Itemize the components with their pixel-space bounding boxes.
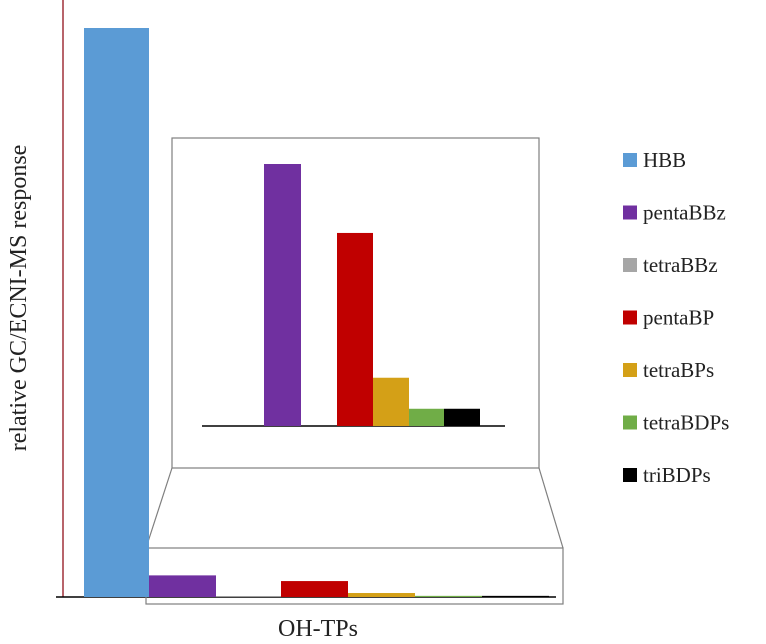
- legend-label-triBDPs: triBDPs: [643, 463, 711, 487]
- bar-pentaBP: [281, 581, 348, 597]
- legend-swatch-pentaBP: [623, 310, 637, 325]
- legend-swatch-tetraBDPs: [623, 415, 637, 430]
- legend-label-HBB: HBB: [643, 148, 686, 172]
- inset-bar-triBDPs: [444, 408, 480, 426]
- main-bars: [84, 28, 549, 597]
- bar-tetraBBz: [216, 596, 281, 597]
- bar-triBDPs: [482, 595, 549, 597]
- legend-label-pentaBBz: pentaBBz: [643, 201, 726, 225]
- legend-label-tetraBBz: tetraBBz: [643, 253, 718, 277]
- y-axis-label: relative GC/ECNI-MS response: [6, 145, 32, 452]
- inset-bar-pentaBBz: [264, 164, 301, 426]
- legend-swatch-triBDPs: [623, 468, 637, 482]
- legend-swatch-HBB: [623, 153, 637, 167]
- inset-bar-tetraBPs: [373, 377, 409, 426]
- x-axis-label: OH-TPs: [278, 616, 358, 642]
- zoom-connector-right: [538, 467, 564, 549]
- inset-bar-pentaBP: [337, 232, 373, 426]
- bar-HBB: [84, 28, 149, 597]
- legend: HBB pentaBBz tetraBBz pentaBP tetraBPs tetraB…: [623, 148, 729, 487]
- inset-bars: [264, 164, 480, 426]
- legend-label-tetraBDPs: tetraBDPs: [643, 411, 729, 435]
- legend-label-tetraBPs: tetraBPs: [643, 358, 714, 382]
- inset-bar-tetraBDPs: [409, 408, 444, 426]
- bar-tetraBDPs: [415, 595, 482, 597]
- legend-swatch-pentaBBz: [623, 205, 637, 220]
- bar-pentaBBz: [149, 575, 216, 597]
- bar-tetraBPs: [348, 593, 415, 597]
- zoom-connector-left: [145, 467, 173, 549]
- legend-swatch-tetraBPs: [623, 363, 637, 377]
- legend-label-pentaBP: pentaBP: [643, 306, 714, 330]
- legend-swatch-tetraBBz: [623, 258, 637, 272]
